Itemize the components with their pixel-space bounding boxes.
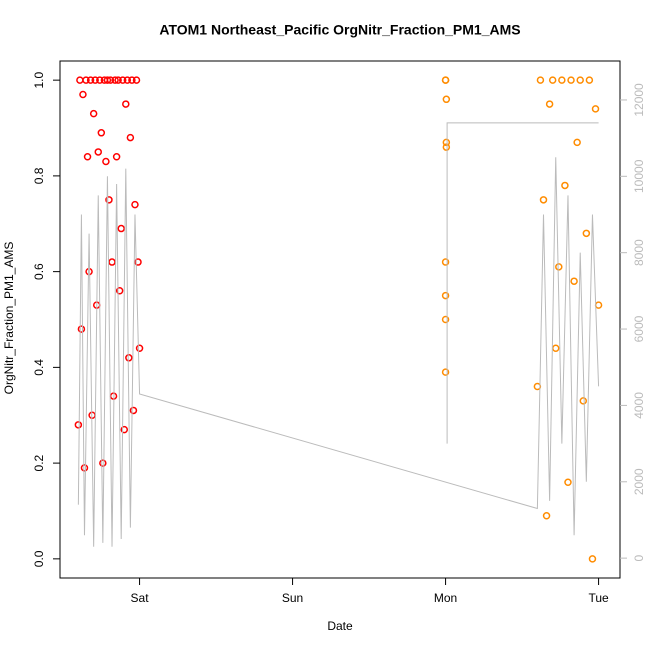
point [80, 464, 89, 472]
point [111, 76, 119, 84]
point [441, 291, 450, 300]
point [123, 76, 132, 84]
point [97, 129, 106, 137]
point [115, 287, 124, 295]
y-tick-label: 0.8 [32, 167, 46, 184]
point [582, 229, 591, 238]
x-axis-label: Date [327, 619, 353, 633]
y2-tick-label: 10000 [632, 159, 646, 193]
point [83, 152, 92, 161]
point [548, 76, 557, 84]
point [591, 105, 600, 113]
point [567, 76, 575, 84]
point [441, 258, 450, 266]
x-tick-label: Sun [282, 591, 303, 605]
point [588, 555, 597, 563]
x-tick-label: Tue [588, 591, 609, 605]
point [579, 397, 588, 405]
plot-box [59, 60, 621, 579]
altitude-line [77, 122, 600, 547]
point [594, 301, 603, 309]
y2-tick-label: 12000 [632, 83, 646, 117]
point [564, 478, 572, 487]
point [441, 368, 450, 376]
y2-tick-label: 8000 [632, 239, 646, 266]
point [135, 344, 144, 352]
point [125, 354, 133, 362]
point [74, 421, 83, 429]
point [570, 277, 578, 285]
y-tick-label: 1.0 [32, 71, 46, 88]
y-axis-label: OrgNitr_Fraction_PM1_AMS [2, 242, 16, 395]
point [85, 267, 93, 276]
point [561, 181, 569, 190]
y2-tick-label: 6000 [632, 315, 646, 342]
point [555, 263, 563, 271]
point [76, 76, 84, 84]
point [112, 152, 121, 161]
point [120, 425, 129, 434]
point [99, 459, 107, 467]
y2-tick-label: 2000 [632, 468, 646, 495]
point [558, 76, 566, 84]
point [545, 100, 554, 108]
point [96, 76, 104, 84]
point [131, 200, 139, 209]
point [542, 512, 551, 520]
y-tick-label: 0.4 [32, 359, 46, 376]
point [576, 76, 584, 84]
point [441, 76, 450, 84]
point [82, 76, 90, 84]
point [134, 258, 142, 266]
point [89, 109, 98, 118]
point [102, 157, 110, 166]
chart-title: ATOM1 Northeast_Pacific OrgNitr_Fraction… [159, 22, 520, 38]
point [94, 148, 103, 156]
point [585, 76, 594, 84]
y-tick-label: 0.2 [32, 454, 46, 471]
point [128, 76, 136, 84]
x-tick-label: Mon [434, 591, 457, 605]
point [442, 143, 451, 151]
point [79, 90, 87, 99]
y-tick-label: 0.0 [32, 550, 46, 567]
point [77, 325, 86, 333]
point [539, 196, 548, 204]
point [91, 76, 99, 84]
y2-tick-label: 4000 [632, 392, 646, 419]
point [114, 76, 122, 84]
point [551, 344, 560, 352]
x-tick-label: Sat [131, 591, 150, 605]
point [118, 76, 127, 84]
point [117, 224, 125, 233]
point [122, 100, 130, 108]
point [106, 76, 115, 84]
point [442, 95, 451, 104]
point [126, 133, 135, 142]
point [536, 76, 545, 84]
y-tick-label: 0.6 [32, 263, 46, 280]
point [105, 196, 113, 204]
y2-tick-label: 0 [632, 554, 646, 561]
point [129, 406, 138, 415]
point [86, 76, 95, 84]
point [573, 138, 581, 147]
point [132, 76, 141, 84]
point [442, 138, 451, 147]
point [441, 315, 450, 324]
point [103, 76, 112, 84]
point [108, 258, 116, 266]
